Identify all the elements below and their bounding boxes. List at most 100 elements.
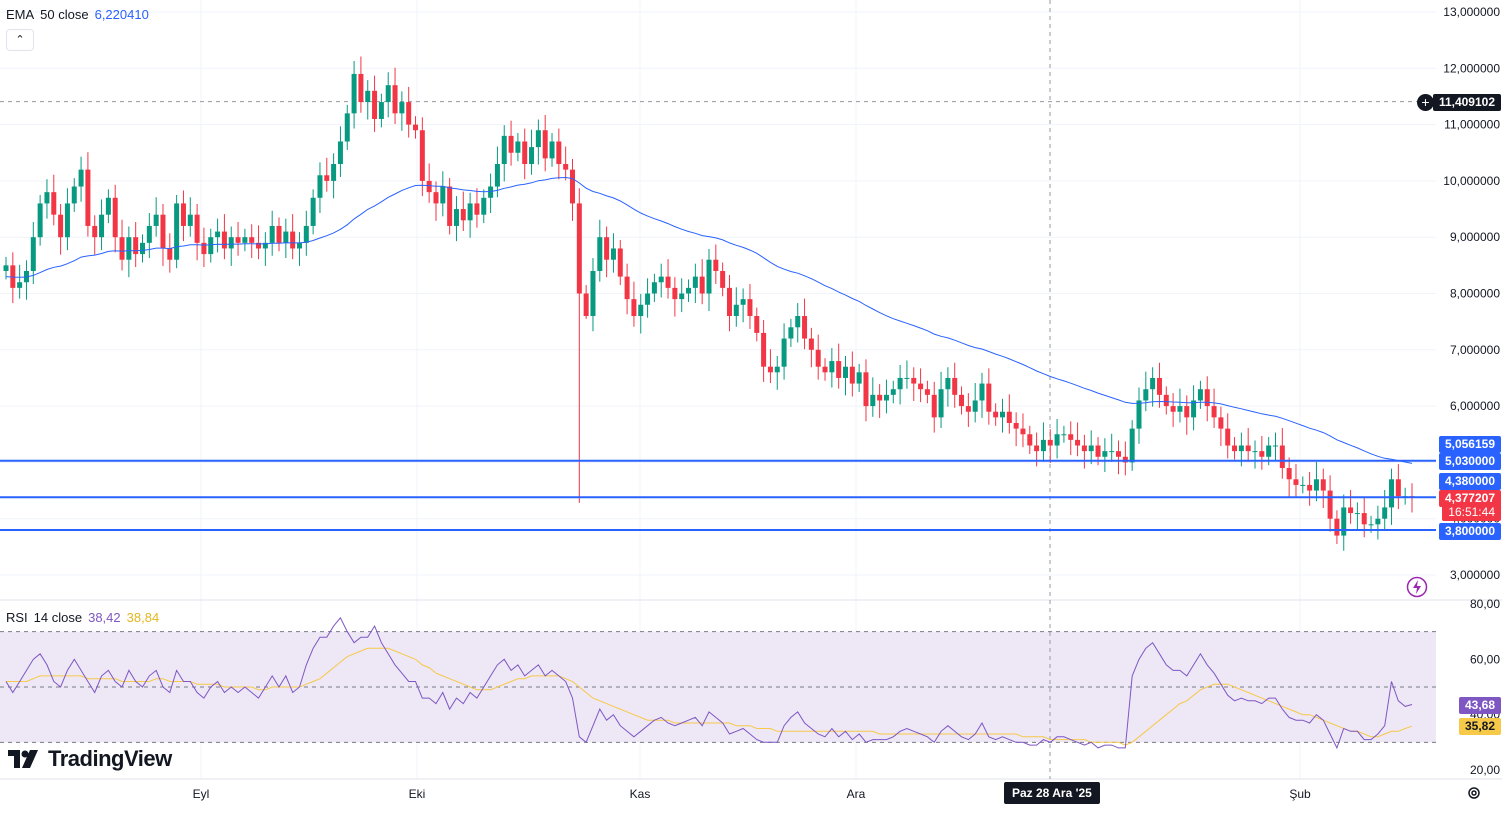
time-axis[interactable]: Eyl Eki Kas Ara Şub <box>193 787 1311 801</box>
candle-body <box>931 394 937 418</box>
candle-body <box>344 113 350 142</box>
candle-body <box>1143 389 1149 401</box>
candle-body <box>440 186 446 204</box>
candle-body <box>569 169 575 204</box>
candle-body <box>1252 451 1258 453</box>
candle-body <box>754 316 760 333</box>
candle-body <box>877 394 883 401</box>
candle-body <box>986 383 992 412</box>
candle-body <box>1382 507 1388 519</box>
candle-body <box>945 377 951 390</box>
candle-body <box>651 282 657 294</box>
time-axis-label: Şub <box>1289 787 1311 801</box>
candle-body <box>843 366 849 378</box>
time-axis-label: Kas <box>630 787 651 801</box>
candle-body <box>1395 479 1401 497</box>
rsi-legend-params: 14 close <box>33 610 83 625</box>
ema-legend-name: EMA <box>6 7 35 22</box>
candle-body <box>249 237 255 243</box>
candle-body <box>1081 445 1087 452</box>
candle-body <box>856 372 862 384</box>
price-axis-label: 3,000000 <box>1450 568 1500 582</box>
candle-body <box>1088 445 1094 452</box>
candle-body <box>522 141 528 165</box>
horizontal-levels[interactable] <box>0 459 1436 531</box>
candle-body <box>399 102 405 114</box>
candle-body <box>999 411 1005 418</box>
candle-body <box>836 361 842 378</box>
candle-body <box>788 327 794 339</box>
lightning-icon[interactable] <box>1406 576 1428 598</box>
candle-body <box>385 85 391 103</box>
brand-name: TradingView <box>48 746 172 771</box>
ema-legend-params: 50 close <box>40 7 89 22</box>
candle-body <box>310 197 316 226</box>
candle-body <box>638 304 644 317</box>
candle-body <box>153 214 159 226</box>
candle-body <box>849 366 855 384</box>
candle-body <box>1266 445 1272 457</box>
rsi-ma-line <box>6 647 1413 746</box>
price-axis-label: 9,000000 <box>1450 230 1500 244</box>
candle-body <box>78 169 84 187</box>
candle-body <box>242 237 248 243</box>
candle-body <box>133 237 139 255</box>
candle-body <box>174 203 180 260</box>
candle-body <box>494 164 500 187</box>
candle-body <box>140 242 146 255</box>
candle-body <box>1218 417 1224 429</box>
rsi-value-tag: 43,68 <box>1458 697 1501 714</box>
candle-body <box>276 225 282 243</box>
candle-body <box>1047 439 1053 446</box>
candle-body <box>51 192 57 215</box>
candle-body <box>365 90 371 103</box>
candle-body <box>1320 479 1326 491</box>
candle-body <box>979 383 985 401</box>
ema-legend[interactable]: EMA 50 close 6,220410 <box>6 7 155 22</box>
candle-body <box>1191 400 1197 418</box>
price-axis-label: 12,000000 <box>1443 61 1500 75</box>
candle-body <box>474 203 480 215</box>
candle-body <box>467 203 473 221</box>
candle-body <box>767 366 773 373</box>
candle-body <box>583 293 589 317</box>
candle-body <box>1006 411 1012 423</box>
candle-body <box>317 175 323 198</box>
candle-body <box>542 130 548 159</box>
candle-body <box>58 214 64 238</box>
candle-body <box>112 197 118 238</box>
legend-collapse-button[interactable]: ⌃ <box>6 29 34 51</box>
candle-body <box>529 147 535 165</box>
candle-body <box>938 389 944 418</box>
candle-body <box>453 209 459 226</box>
gear-icon[interactable] <box>1466 785 1482 801</box>
ema-price-tag: 5,056159 <box>1438 436 1501 453</box>
candle-body <box>392 85 398 114</box>
candle-body <box>1313 479 1319 491</box>
candle-body <box>747 299 753 317</box>
candle-body <box>372 90 378 119</box>
candle-body <box>795 316 801 328</box>
tradingview-logo[interactable]: TradingView <box>8 746 172 772</box>
candle-body <box>590 270 596 317</box>
candle-body <box>37 203 43 238</box>
add-alert-icon[interactable]: + <box>1417 94 1434 111</box>
candle-body <box>959 394 965 407</box>
candle-body <box>215 231 221 238</box>
candle-body <box>1245 445 1251 452</box>
candle-body <box>1061 434 1067 436</box>
candle-body <box>883 394 889 401</box>
candle-body <box>378 102 384 119</box>
candle-body <box>890 389 896 395</box>
price-axis-label: 6,000000 <box>1450 399 1500 413</box>
candlestick-series <box>3 56 1415 551</box>
candle-body <box>904 377 910 379</box>
candle-body <box>822 366 828 373</box>
candle-body <box>180 203 186 226</box>
rsi-legend[interactable]: RSI 14 close 38,42 38,84 <box>6 610 165 625</box>
candle-body <box>1020 428 1026 435</box>
candle-body <box>1389 479 1395 508</box>
candle-body <box>406 102 412 125</box>
